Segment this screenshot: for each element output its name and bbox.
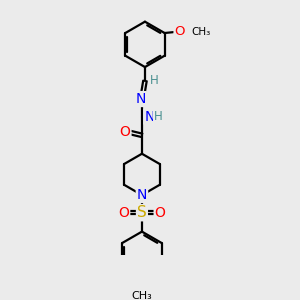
Text: N: N xyxy=(136,92,146,106)
Text: N: N xyxy=(144,110,155,124)
Text: H: H xyxy=(150,74,159,87)
Text: N: N xyxy=(137,188,147,202)
Text: S: S xyxy=(137,205,147,220)
Text: H: H xyxy=(154,110,163,123)
Text: CH₃: CH₃ xyxy=(192,27,211,37)
Text: O: O xyxy=(120,125,130,139)
Text: O: O xyxy=(175,25,185,38)
Text: CH₃: CH₃ xyxy=(132,291,152,300)
Text: O: O xyxy=(154,206,166,220)
Text: O: O xyxy=(118,206,129,220)
